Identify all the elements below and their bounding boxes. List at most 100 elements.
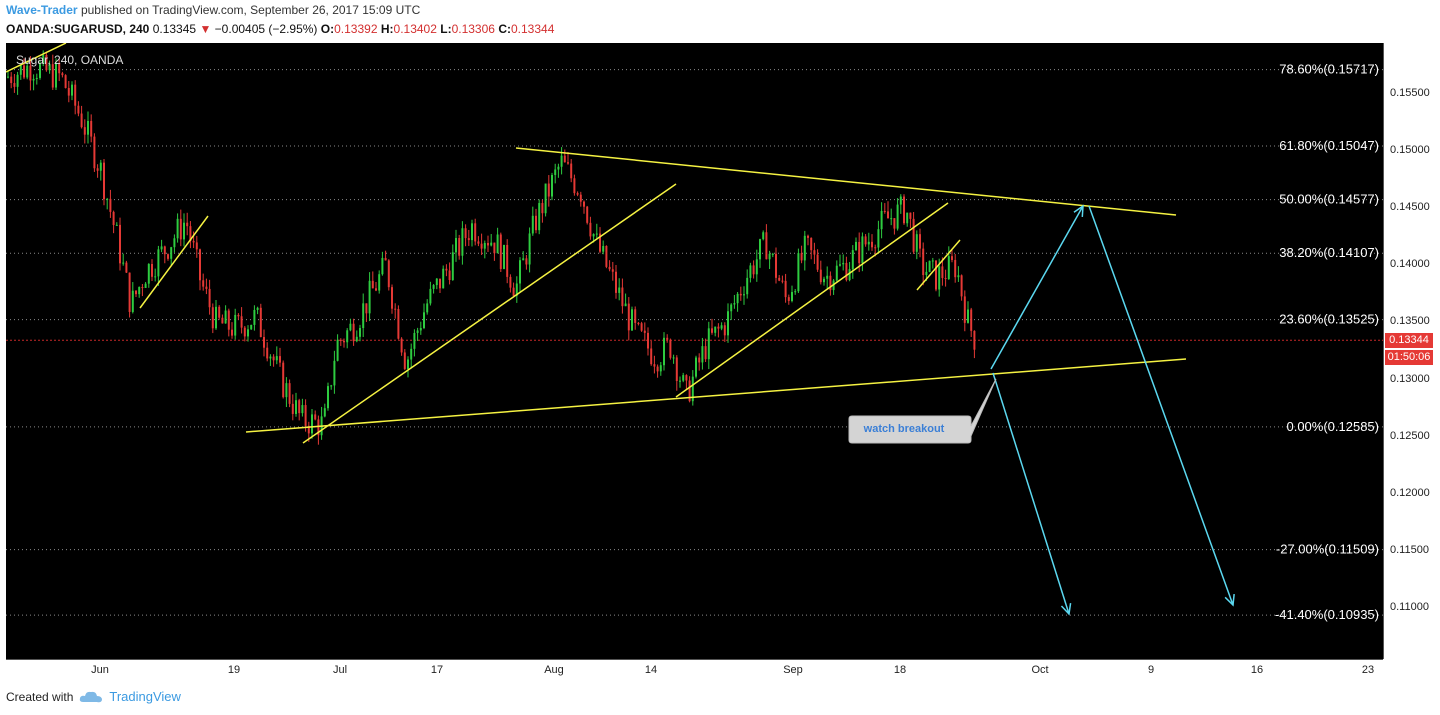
price-tick-label: 0.12500 (1390, 429, 1430, 442)
candle-body (797, 253, 800, 292)
candle-body (653, 364, 656, 367)
candle-body (640, 323, 643, 331)
time-axis[interactable]: Jun 19 Jul 17 Aug 14 Sep 18 Oct 9 16 23 (6, 659, 1383, 682)
candle-body (912, 218, 915, 252)
candle-body (490, 242, 493, 246)
projection-arrow-down[interactable] (1088, 205, 1234, 606)
candle-body (346, 330, 349, 343)
fib-level-label: 38.20%(0.14107) (1279, 245, 1379, 260)
candle-body (775, 253, 777, 278)
candle-body (861, 236, 864, 264)
time-tick-label: Jul (332, 664, 348, 676)
candle-body (461, 228, 464, 256)
candle-body (39, 63, 41, 78)
author-link[interactable]: Wave-Trader (6, 3, 78, 17)
candle-body (189, 226, 192, 241)
candle-body (202, 280, 205, 287)
candle-body (675, 357, 678, 382)
annotation-callout[interactable]: watch breakout (848, 378, 997, 444)
fib-level-label: -27.00%(0.11509) (1276, 542, 1379, 557)
trendline[interactable] (916, 239, 961, 291)
candle-body (455, 238, 457, 253)
chart-svg[interactable]: 78.60%(0.15717) 61.80%(0.15047) 50.00%(0.1… (6, 43, 1383, 659)
candle-body (733, 303, 736, 305)
candle-body (803, 235, 806, 261)
projection-arrow-up[interactable] (990, 205, 1084, 370)
candle-body (432, 285, 435, 289)
candle-body (509, 276, 512, 288)
candle-body (954, 259, 957, 278)
candle-body (256, 307, 259, 310)
candle-body (570, 163, 573, 179)
candle-body (218, 306, 221, 318)
trendline[interactable] (675, 202, 949, 398)
time-tick-label: 19 (227, 664, 241, 676)
candle-body (285, 383, 288, 398)
time-tick-label: Jun (91, 664, 109, 676)
ohlc-legend: OANDA:SUGARUSD, 240 0.13345 ▼ −0.00405 (… (6, 22, 554, 36)
candle-body (71, 84, 73, 96)
candle-body (845, 262, 848, 281)
candle-body (781, 280, 784, 282)
projection-arrow-down[interactable] (992, 372, 1070, 615)
candle-body (259, 307, 262, 338)
candle-body (611, 269, 614, 272)
candle-body (890, 218, 893, 220)
candle-body (291, 403, 294, 414)
candle-body (112, 211, 115, 226)
candle-body (717, 326, 720, 329)
chart-canvas[interactable]: 78.60%(0.15717) 61.80%(0.15047) 50.00%(0.1… (6, 43, 1383, 659)
candle-body (77, 105, 80, 114)
candle-body (752, 265, 755, 275)
arrowhead-icon (1060, 603, 1072, 616)
candle-body (935, 260, 937, 290)
trendline[interactable] (139, 215, 209, 309)
candle-body (221, 317, 224, 324)
candle-body (51, 64, 54, 88)
candle-body (224, 310, 227, 324)
candle-body (858, 241, 861, 264)
candle-body (131, 290, 134, 312)
price-tick-label: 0.14500 (1390, 201, 1430, 214)
candle-body (215, 306, 217, 329)
candle-body (864, 236, 867, 245)
candle-body (439, 278, 441, 289)
candle-body (787, 297, 790, 301)
candle-body (551, 174, 553, 197)
resistance-trendline[interactable] (515, 147, 1177, 216)
candle-body (125, 262, 128, 273)
candle-body (99, 162, 102, 171)
candle-body (96, 168, 99, 171)
candle-body (343, 341, 345, 343)
candle-body (938, 266, 941, 290)
created-with-text: Created with (6, 689, 74, 704)
candle-body (253, 309, 256, 325)
tradingview-link[interactable]: TradingView (109, 689, 181, 704)
candle-body (275, 356, 278, 361)
candle-body (368, 280, 371, 314)
candle-body (688, 380, 691, 402)
candle-body (477, 241, 480, 244)
candle-body (314, 414, 317, 420)
support-trendline[interactable] (245, 358, 1187, 433)
candle-body (355, 336, 358, 342)
trendline[interactable] (302, 183, 677, 444)
candle-body (663, 337, 665, 366)
last-price: 0.13345 (152, 22, 197, 36)
price-axis[interactable]: 0.15500 0.15000 0.14500 0.14000 0.13500 0.130… (1383, 43, 1435, 659)
candle-body (643, 330, 646, 333)
candle-body (592, 234, 595, 237)
candle-body (970, 309, 973, 331)
candle-body (330, 385, 333, 387)
candle-body (515, 283, 518, 296)
candle-body (365, 303, 368, 314)
price-tick-label: 0.14000 (1390, 258, 1430, 271)
candle-body (960, 275, 963, 297)
candle-body (266, 347, 269, 359)
candle-body (19, 65, 22, 75)
candle-body (848, 269, 851, 281)
candle-body (109, 198, 112, 212)
candle-body (192, 240, 195, 243)
trendline[interactable] (6, 43, 67, 73)
candle-body (608, 266, 611, 270)
